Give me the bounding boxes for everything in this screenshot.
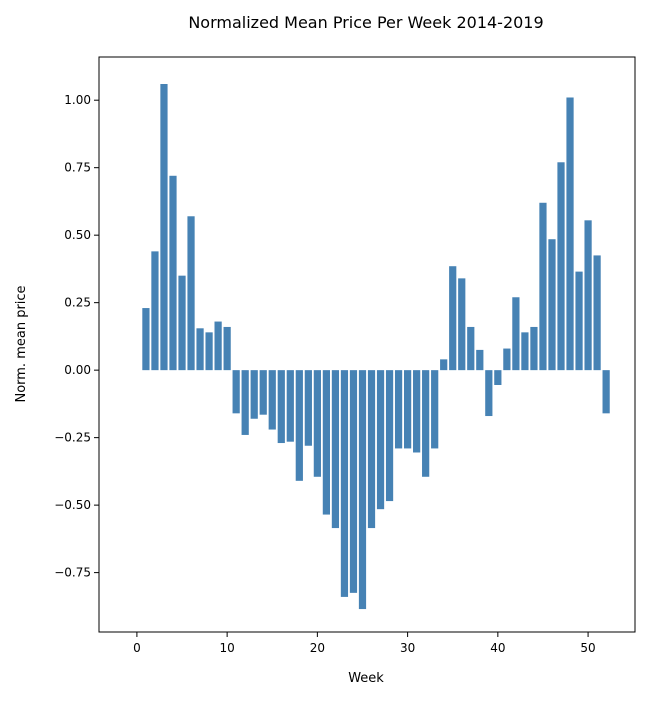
- y-tick-label: −0.75: [54, 566, 91, 580]
- x-tick-label: 40: [490, 641, 505, 655]
- bar-week-14: [259, 370, 267, 415]
- bar-week-25: [358, 370, 367, 610]
- bar-week-41: [503, 348, 511, 371]
- plot-frame: [98, 56, 636, 633]
- bar-week-23: [340, 370, 349, 597]
- bar-week-6: [187, 216, 195, 371]
- bar-week-37: [467, 326, 475, 371]
- x-tick-label: 30: [400, 641, 415, 655]
- bar-week-11: [232, 370, 240, 414]
- bar-week-9: [214, 321, 222, 371]
- bar-week-35: [449, 266, 457, 371]
- bar-week-44: [530, 326, 538, 371]
- bars-layer: [142, 84, 610, 610]
- bar-week-30: [404, 370, 412, 449]
- bar-week-50: [584, 220, 592, 371]
- chart-title: Normalized Mean Price Per Week 2014-2019: [188, 13, 543, 32]
- bar-week-39: [485, 370, 493, 417]
- bar-week-38: [476, 349, 484, 371]
- bar-week-3: [160, 84, 168, 371]
- bar-week-5: [178, 275, 186, 371]
- bar-week-33: [431, 370, 439, 449]
- bar-week-43: [521, 332, 529, 371]
- bar-week-32: [422, 370, 430, 477]
- bar-week-47: [557, 162, 565, 371]
- bar-week-48: [566, 97, 574, 371]
- y-tick-label: 0.25: [64, 296, 91, 310]
- bar-week-27: [376, 370, 385, 510]
- bar-week-19: [304, 370, 312, 446]
- bar-week-4: [169, 175, 177, 371]
- bar-week-24: [349, 370, 358, 593]
- bar-week-18: [295, 370, 303, 481]
- bar-week-42: [512, 297, 520, 371]
- bar-week-28: [385, 370, 394, 502]
- bar-week-16: [277, 370, 285, 444]
- y-axis-label: Norm. mean price: [14, 285, 29, 402]
- y-tick-label: −0.25: [54, 431, 91, 445]
- bar-week-45: [539, 202, 547, 371]
- bar-week-46: [548, 239, 556, 371]
- bar-week-10: [223, 326, 231, 371]
- bar-week-17: [286, 370, 294, 442]
- y-tick-label: 0.00: [64, 363, 91, 377]
- bar-week-34: [440, 359, 448, 371]
- bar-week-2: [151, 251, 159, 371]
- bar-week-1: [142, 308, 150, 371]
- bar-week-8: [205, 332, 213, 371]
- bar-week-40: [494, 370, 502, 385]
- y-tick-label: 0.75: [64, 161, 91, 175]
- x-tick-label: 0: [133, 641, 141, 655]
- bar-week-15: [268, 370, 276, 430]
- x-tick-label: 20: [310, 641, 325, 655]
- bar-week-36: [458, 278, 466, 371]
- bar-week-52: [602, 370, 610, 414]
- bar-week-22: [331, 370, 340, 529]
- x-tick-label: 50: [580, 641, 595, 655]
- bar-week-29: [394, 370, 403, 449]
- bar-week-13: [250, 370, 258, 419]
- bar-week-21: [322, 370, 330, 515]
- ticks-layer: 0 10 20 30 40 50 1.00 0.75 0.50 0.25 0.00 −0.25 −0.5…: [54, 93, 595, 655]
- bar-week-49: [575, 271, 583, 371]
- bar-week-20: [313, 370, 321, 477]
- bar-week-31: [413, 370, 421, 453]
- bar-week-26: [367, 370, 376, 529]
- x-tick-label: 10: [219, 641, 234, 655]
- y-tick-label: 0.50: [64, 228, 91, 242]
- y-tick-label: 1.00: [64, 93, 91, 107]
- bar-week-51: [593, 255, 601, 371]
- x-axis-label: Week: [348, 671, 384, 686]
- bar-week-12: [241, 370, 249, 435]
- bar-week-7: [196, 328, 204, 371]
- y-tick-label: −0.50: [54, 498, 91, 512]
